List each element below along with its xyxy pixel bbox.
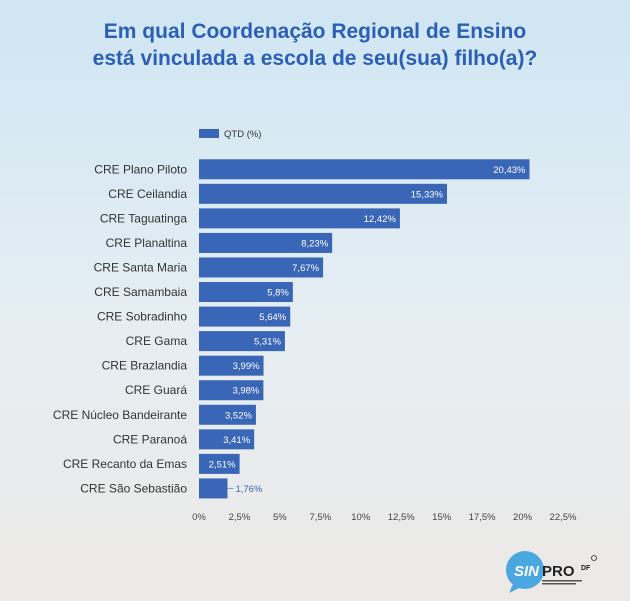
bar xyxy=(199,232,333,253)
data-label: 5,64% xyxy=(259,312,286,323)
x-tick-label: 5% xyxy=(273,512,287,523)
bar xyxy=(199,453,240,474)
data-label: 5,31% xyxy=(254,337,281,348)
x-tick-label: 2,5% xyxy=(229,512,251,523)
data-label: 2,51% xyxy=(209,459,236,470)
data-label: 1,76% xyxy=(235,484,262,495)
category-label: CRE Brazlandia xyxy=(102,359,188,373)
data-label: 8,23% xyxy=(301,238,328,249)
chart-title-line-2: está vinculada a escola de seu(sua) filh… xyxy=(92,47,538,70)
logo-text-df: DF xyxy=(581,565,591,572)
chart-title-line-1: Em qual Coordenação Regional de Ensino xyxy=(103,20,527,43)
x-tick-label: 0% xyxy=(192,512,206,523)
data-label: 20,43% xyxy=(493,165,526,176)
data-label: 3,41% xyxy=(223,435,250,446)
x-tick-label: 22,5% xyxy=(550,512,577,523)
logo-text-pro: PRO xyxy=(542,563,575,580)
category-label: CRE Gama xyxy=(126,334,188,348)
logo-text-sin: SIN xyxy=(514,563,540,580)
bar xyxy=(199,208,400,229)
sinpro-logo: SIN PRO DF xyxy=(506,551,597,593)
x-tick-label: 15% xyxy=(432,512,452,523)
x-tick-label: 17,5% xyxy=(469,512,496,523)
category-label: CRE Guará xyxy=(125,383,187,397)
x-tick-label: 7,5% xyxy=(310,512,332,523)
x-tick-label: 20% xyxy=(513,512,533,523)
category-label: CRE Taguatinga xyxy=(100,211,187,225)
bar xyxy=(199,183,448,204)
data-label: 15,33% xyxy=(411,189,444,200)
data-label: 3,98% xyxy=(232,386,259,397)
category-label: CRE São Sebastião xyxy=(80,481,187,495)
data-label: 5,8% xyxy=(267,288,289,299)
legend-swatch xyxy=(199,129,219,138)
category-label: CRE Ceilandia xyxy=(108,187,187,201)
category-label: CRE Recanto da Emas xyxy=(63,457,187,471)
bar xyxy=(199,478,228,499)
bar xyxy=(199,257,324,278)
bar xyxy=(199,429,255,450)
bar xyxy=(199,282,293,303)
category-label: CRE Santa Maria xyxy=(94,260,188,274)
data-label: 7,67% xyxy=(292,263,319,274)
bar xyxy=(199,159,530,180)
bar xyxy=(199,355,264,376)
bar xyxy=(199,380,264,401)
bar xyxy=(199,306,291,327)
bar xyxy=(199,331,285,352)
category-label: CRE Sobradinho xyxy=(97,310,187,324)
chart-title: Em qual Coordenação Regional de Ensino e… xyxy=(0,18,630,72)
bar xyxy=(199,404,256,425)
category-label: CRE Núcleo Bandeirante xyxy=(53,408,187,422)
category-label: CRE Samambaia xyxy=(94,285,187,299)
data-label: 12,42% xyxy=(364,214,397,225)
x-tick-label: 12,5% xyxy=(388,512,415,523)
data-label: 3,99% xyxy=(233,361,260,372)
x-tick-label: 10% xyxy=(351,512,371,523)
category-label: CRE Planaltina xyxy=(106,236,188,250)
data-label: 3,52% xyxy=(225,410,252,421)
category-label: CRE Plano Piloto xyxy=(94,162,187,176)
category-label: CRE Paranoá xyxy=(113,432,187,446)
legend-label: QTD (%) xyxy=(224,129,261,140)
